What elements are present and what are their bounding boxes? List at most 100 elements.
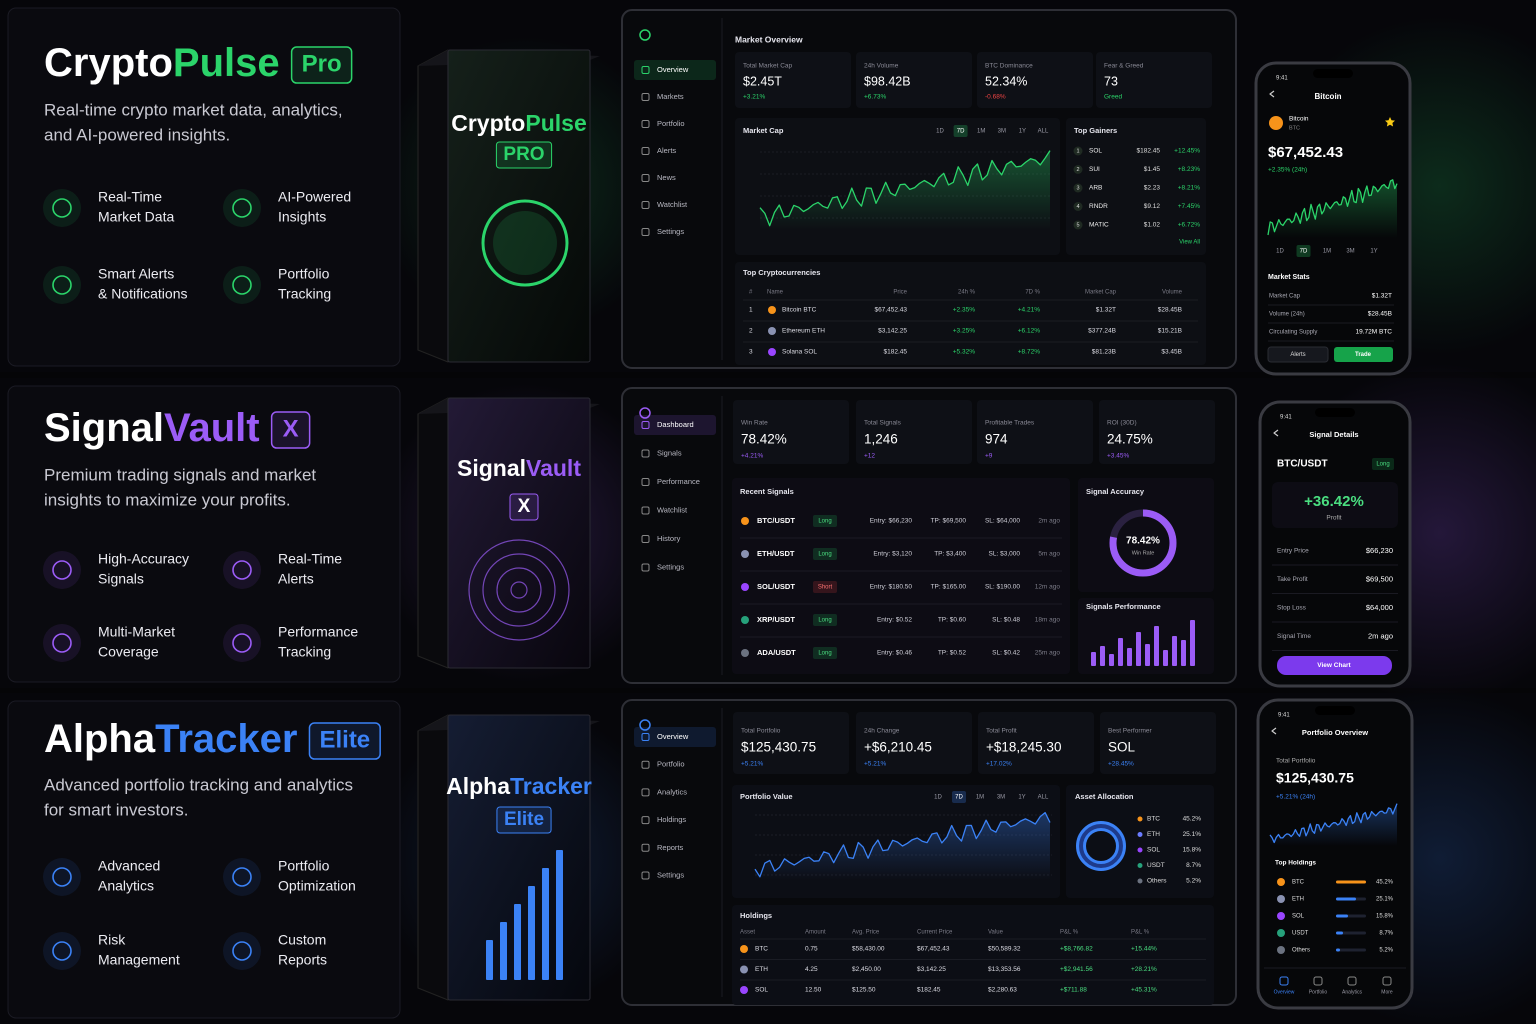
feature-text: Analytics xyxy=(98,878,154,894)
signal-field: 25m ago xyxy=(1035,650,1061,657)
price: $2.23 xyxy=(1144,185,1161,192)
range-active xyxy=(953,125,968,137)
feature-icon-bg xyxy=(223,266,261,304)
detail-label: Signal Time xyxy=(1277,633,1311,640)
range-button: 7D xyxy=(957,129,965,135)
nav-item: Analytics xyxy=(657,787,687,796)
trade-button[interactable] xyxy=(1334,347,1393,362)
box-side xyxy=(417,397,449,669)
column-header: Avg. Price xyxy=(852,930,880,936)
status-time: 9:41 xyxy=(1276,76,1288,82)
range-button: 3M xyxy=(997,795,1005,801)
price: $1.45 xyxy=(1144,166,1161,173)
title-badge: Pro xyxy=(290,46,353,84)
feature-text: Tracking xyxy=(278,286,331,302)
range-button: 7D xyxy=(1300,249,1308,255)
signal-field: Entry: $0.52 xyxy=(877,617,912,624)
nav-item: Dashboard xyxy=(657,420,694,429)
rank: 3 xyxy=(1076,185,1079,191)
accuracy-value: 78.42% xyxy=(1126,536,1160,547)
table-cell: $67,452.43 xyxy=(874,307,907,314)
stat-change: +28.45% xyxy=(1108,761,1134,768)
nav-icon xyxy=(641,147,650,155)
tab-label[interactable]: Analytics xyxy=(1342,989,1363,995)
title-accent: Pulse xyxy=(173,41,280,85)
title-badge: Elite xyxy=(308,722,381,760)
legend-percent: 45.2% xyxy=(1183,816,1202,823)
tab-icon xyxy=(1347,976,1357,986)
stat-card xyxy=(1099,400,1215,464)
feature-icon xyxy=(232,275,252,295)
signal-field: 12m ago xyxy=(1035,584,1061,591)
change: +12.45% xyxy=(1174,148,1200,155)
table-cell: +$711.88 xyxy=(1060,987,1087,994)
side-tag xyxy=(813,614,837,626)
nav-icon xyxy=(641,201,650,209)
signal-field: Entry: $180.50 xyxy=(870,584,913,591)
tagline: Real-time crypto market data, analytics, xyxy=(44,100,343,119)
table-cell: Solana SOL xyxy=(782,349,817,356)
detail-label: Take Profit xyxy=(1277,576,1308,583)
legend-dot xyxy=(1137,878,1143,884)
tab-label[interactable]: Overview xyxy=(1274,989,1295,995)
section-title: Market Stats xyxy=(1268,274,1310,281)
nav-icon xyxy=(641,871,650,880)
box-radar xyxy=(496,567,542,613)
stat-label: Best Performer xyxy=(1108,728,1153,735)
alerts-button[interactable] xyxy=(1267,346,1329,363)
coin-icon xyxy=(768,327,776,335)
column-header: # xyxy=(749,290,753,296)
tab-label[interactable]: Portfolio xyxy=(1309,989,1328,995)
stat-card xyxy=(733,712,849,774)
box-badge-text: PRO xyxy=(503,144,544,165)
view-all-link[interactable]: View All xyxy=(1179,240,1200,246)
panel-title: Recent Signals xyxy=(740,487,794,496)
rank-badge xyxy=(1073,165,1083,174)
coin-icon xyxy=(1277,946,1285,954)
feature-icon xyxy=(52,633,72,653)
column-header: 24h % xyxy=(958,290,976,296)
legend-name: ETH xyxy=(1147,831,1160,838)
stat-value: $1.32T xyxy=(1372,293,1392,300)
nav-item: News xyxy=(657,173,676,182)
stat-label: Win Rate xyxy=(741,420,768,427)
stat-value: $98.42B xyxy=(864,74,911,88)
stat-card xyxy=(856,400,972,464)
view-chart-button[interactable] xyxy=(1277,656,1392,675)
rank-badge xyxy=(1073,183,1083,193)
holding-name: Others xyxy=(1292,948,1310,954)
box-title-accent: Vault xyxy=(526,455,581,481)
stat-card xyxy=(735,52,851,108)
feature-text: Performance xyxy=(278,624,358,640)
table-panel xyxy=(735,262,1206,365)
side: Long xyxy=(818,552,831,558)
table-cell: +3.25% xyxy=(953,328,975,335)
performance-bar xyxy=(1145,644,1150,666)
performance-bar xyxy=(1127,648,1132,666)
table-cell: ETH xyxy=(755,966,768,973)
panel-title: Signals Performance xyxy=(1086,602,1161,611)
tab-label[interactable]: More xyxy=(1381,989,1393,995)
nav-item: History xyxy=(657,534,681,543)
signal-field: SL: $3,000 xyxy=(989,551,1021,558)
performance-bar xyxy=(1136,632,1141,666)
side: Short xyxy=(818,585,833,591)
title-accent: Vault xyxy=(164,406,260,450)
coin-icon xyxy=(1277,912,1285,920)
heading: Market Overview xyxy=(735,34,803,44)
box-front xyxy=(447,49,591,363)
feature-icon-bg xyxy=(43,624,81,662)
stat-change: +6.73% xyxy=(864,94,886,101)
nav-icon xyxy=(641,506,650,515)
title-badge: X xyxy=(270,411,311,449)
box-front xyxy=(447,397,591,669)
feature-icon-bg xyxy=(223,189,261,227)
stat-card xyxy=(977,400,1093,464)
chart-area xyxy=(760,150,1050,230)
bar-track xyxy=(1336,931,1366,935)
coin-icon xyxy=(741,550,749,558)
nav-active xyxy=(634,727,716,747)
legend-dot xyxy=(1137,816,1143,822)
section-title: Top Holdings xyxy=(1275,860,1316,867)
symbol: ARB xyxy=(1089,185,1102,192)
